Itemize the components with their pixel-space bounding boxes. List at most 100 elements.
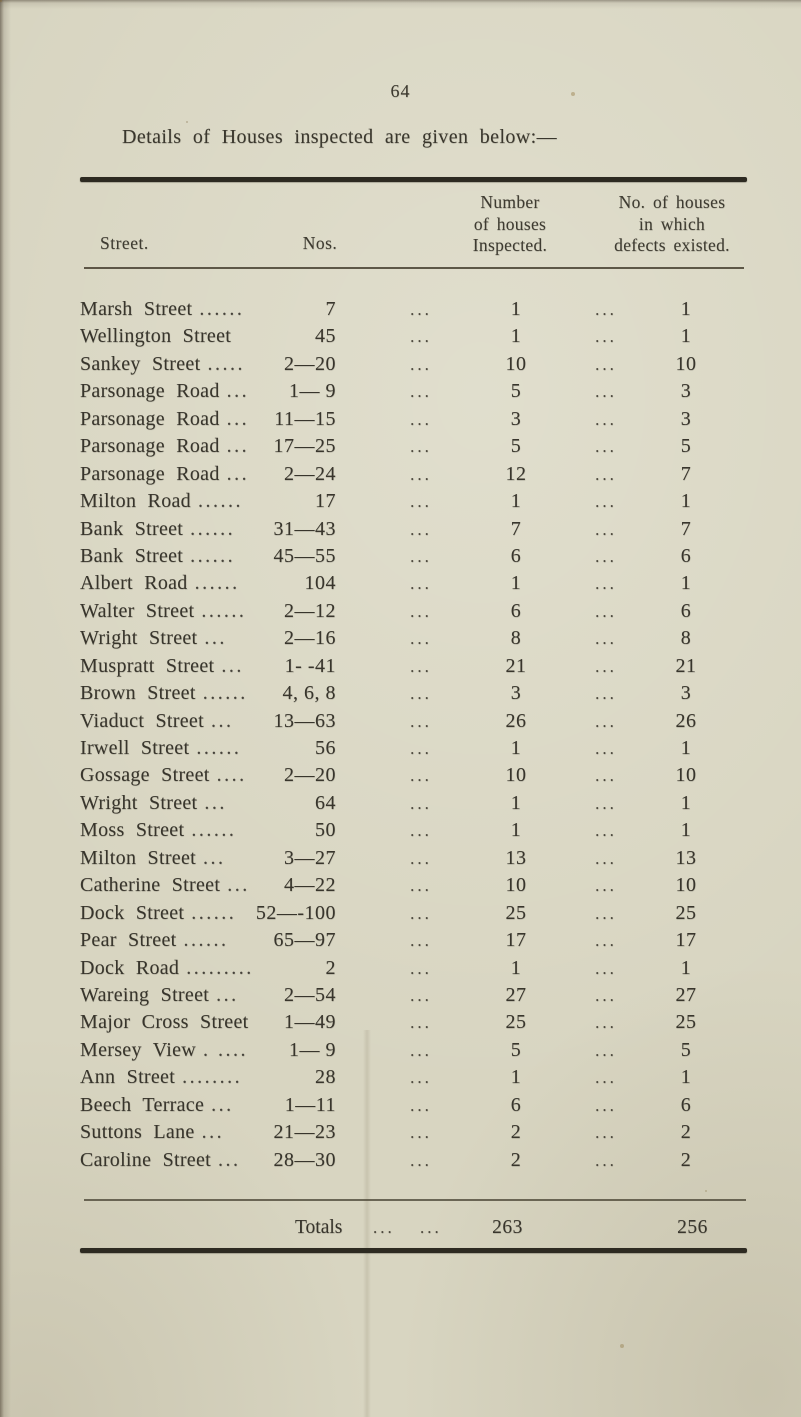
street-numbers: 17—25	[273, 435, 336, 458]
header-inspected-line: Number	[480, 192, 540, 212]
separator-dots: ...	[595, 656, 617, 676]
street-cell: Brown Street ...... 4, 6, 8	[80, 680, 336, 707]
leader-dots: ...	[204, 791, 227, 814]
street-cell: Moss Street ...... 50	[80, 817, 336, 844]
street-cell: Dock Road ......... 2	[80, 955, 336, 982]
inspected-count: 1	[510, 956, 522, 979]
street-cell: Milton Road ...... 17	[80, 488, 336, 515]
separator-dots: ...	[595, 1013, 617, 1033]
inspected-count: 6	[510, 1093, 522, 1116]
separator-dots: ...	[595, 1150, 617, 1170]
defects-count: 25	[675, 901, 697, 924]
table-body: Marsh Street ...... 7 ... 1 ... 1 Wellin…	[80, 296, 747, 1174]
leader-dots: ...	[227, 874, 250, 897]
leader-dots: ...	[210, 709, 234, 732]
separator-dots: ...	[410, 464, 432, 484]
street-numbers: 28—30	[273, 1148, 336, 1171]
table-bottom-rule	[80, 1248, 747, 1253]
table-row: Wareing Street ... 2—54 ... 27 ... 27	[80, 982, 747, 1009]
defects-count: 10	[675, 874, 697, 897]
street-name: Bank Street	[80, 544, 184, 567]
leader-dots: ...	[201, 1121, 225, 1144]
inspected-count: 3	[510, 682, 522, 705]
defects-count: 13	[675, 846, 697, 869]
leader-dots: ...	[216, 983, 239, 1006]
leader-dots: ......	[194, 572, 240, 595]
table-row: Parsonage Road ... 2—24 ... 12 ... 7	[80, 461, 747, 488]
street-cell: Dock Street ...... 52—-100	[80, 900, 336, 927]
totals-dots: ...	[420, 1218, 442, 1237]
street-name: Caroline Street	[80, 1148, 212, 1171]
street-numbers: 28	[315, 1066, 336, 1089]
defects-count: 5	[680, 435, 692, 458]
street-cell: Irwell Street ...... 56	[80, 735, 336, 762]
separator-dots: ...	[410, 1150, 432, 1170]
defects-count: 10	[675, 352, 697, 375]
street-cell: Suttons Lane ... 21—23	[80, 1119, 336, 1146]
defects-count: 7	[680, 462, 692, 485]
header-defects: No. of houses in which defects existed.	[572, 192, 772, 257]
table-row: Bank Street ...... 31—43 ... 7 ... 7	[80, 516, 747, 543]
separator-dots: ...	[595, 546, 617, 566]
defects-count: 6	[680, 599, 692, 622]
table-row: Wright Street ... 2—16 ... 8 ... 8	[80, 625, 747, 652]
street-cell: Milton Street ... 3—27	[80, 845, 336, 872]
leader-dots: ...	[204, 627, 227, 650]
leader-dots: ...	[226, 435, 250, 458]
defects-count: 6	[680, 1093, 692, 1116]
street-cell: Catherine Street ... 4—22	[80, 872, 336, 899]
street-cell: Parsonage Road ... 1— 9	[80, 378, 336, 405]
street-numbers: 3—27	[284, 846, 336, 869]
table-row: Moss Street ...... 50 ... 1 ... 1	[80, 817, 747, 844]
table-row: Bank Street ...... 45—55 ... 6 ... 6	[80, 543, 747, 570]
table-row: Muspratt Street ... 1- -41 ... 21 ... 21	[80, 653, 747, 680]
totals-label: Totals	[295, 1217, 343, 1238]
street-numbers: 1— 9	[289, 1038, 336, 1061]
inspected-count: 1	[510, 490, 522, 513]
inspected-count: 26	[505, 709, 527, 732]
separator-dots: ...	[595, 574, 617, 594]
street-name: Wright Street	[80, 627, 198, 650]
separator-dots: ...	[410, 1040, 432, 1060]
separator-dots: ...	[410, 684, 432, 704]
totals-inspected: 263	[492, 1217, 523, 1238]
table-header: Street. Nos. Number of houses Inspected.…	[80, 0, 747, 267]
street-numbers: 45—55	[273, 544, 336, 567]
street-cell: Wright Street ... 2—16	[80, 625, 336, 652]
inspected-count: 5	[510, 380, 522, 403]
separator-dots: ...	[595, 519, 617, 539]
leader-dots: ......	[199, 298, 245, 320]
table-row: Parsonage Road ... 17—25 ... 5 ... 5	[80, 433, 747, 460]
defects-count: 1	[680, 298, 692, 320]
street-name: Moss Street	[80, 819, 185, 842]
defects-count: 1	[680, 791, 692, 814]
separator-dots: ...	[595, 821, 617, 841]
leader-dots: ...	[221, 654, 244, 677]
street-cell: Marsh Street ...... 7	[80, 296, 336, 323]
street-numbers: 4—22	[284, 874, 336, 897]
street-cell: Pear Street ...... 65—97	[80, 927, 336, 954]
defects-count: 27	[675, 983, 697, 1006]
leader-dots: . ....	[203, 1038, 249, 1061]
street-name: Walter Street	[80, 599, 195, 622]
separator-dots: ...	[595, 437, 617, 457]
leader-dots: ...	[203, 846, 226, 869]
table-row: Pear Street ...... 65—97 ... 17 ... 17	[80, 927, 747, 954]
street-name: Viaduct Street	[80, 709, 204, 732]
header-defects-line: defects existed.	[614, 235, 730, 256]
inspected-count: 12	[505, 462, 527, 485]
table-row: Sankey Street ..... 2—20 ... 10 ... 10	[80, 351, 747, 378]
street-numbers: 2—12	[284, 599, 336, 622]
table-row: Walter Street ...... 2—12 ... 6 ... 6	[80, 598, 747, 625]
table-row: Wellington Street 45 ... 1 ... 1	[80, 323, 747, 350]
separator-dots: ...	[595, 1040, 617, 1060]
separator-dots: ...	[410, 601, 432, 621]
defects-count: 5	[680, 1038, 692, 1061]
street-numbers: 1— 9	[289, 380, 336, 403]
separator-dots: ...	[410, 876, 432, 896]
separator-dots: ...	[410, 1068, 432, 1088]
street-cell: Bank Street ...... 45—55	[80, 543, 336, 570]
separator-dots: ...	[595, 300, 617, 319]
defects-count: 7	[680, 517, 692, 540]
